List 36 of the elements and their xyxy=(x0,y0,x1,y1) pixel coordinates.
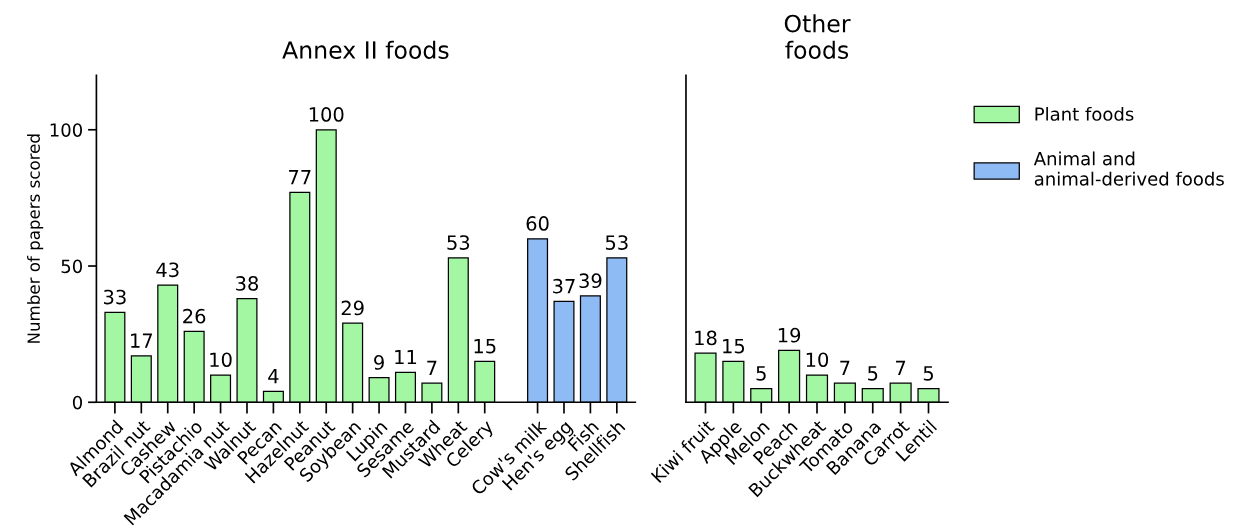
data-label: 10 xyxy=(806,352,829,368)
legend-label: Plant foods xyxy=(1035,106,1134,121)
data-label: 4 xyxy=(268,368,279,384)
y-tick-label: 0 xyxy=(72,395,83,410)
data-label: 5 xyxy=(868,366,878,381)
data-label: 100 xyxy=(309,107,344,122)
data-label: 37 xyxy=(553,278,575,294)
data-label: 11 xyxy=(395,349,417,365)
data-label: 7 xyxy=(427,360,437,375)
y-tick-label: 50 xyxy=(61,259,83,274)
data-label: 17 xyxy=(131,333,153,348)
data-label: 38 xyxy=(236,276,259,291)
data-label: 53 xyxy=(605,235,628,250)
y-tick-label: 100 xyxy=(50,123,83,137)
legend-label: Animal and animal-derived foods xyxy=(1033,151,1224,186)
data-label: 15 xyxy=(723,339,745,354)
data-label: 10 xyxy=(210,352,232,368)
chart-title: Annex II foods xyxy=(282,40,449,59)
data-label: 43 xyxy=(156,262,179,278)
data-label: 33 xyxy=(104,289,126,305)
data-label: 39 xyxy=(579,273,602,289)
data-label: 19 xyxy=(778,327,801,343)
data-label: 5 xyxy=(923,366,933,381)
data-label: 53 xyxy=(447,235,470,250)
data-label: 18 xyxy=(695,330,717,346)
data-label: 77 xyxy=(289,170,311,185)
data-label: 7 xyxy=(896,360,906,375)
data-label: 29 xyxy=(341,300,364,316)
data-label: 60 xyxy=(526,216,549,231)
data-label: 5 xyxy=(756,366,766,381)
data-label: 9 xyxy=(374,355,384,370)
data-label: 7 xyxy=(840,360,850,375)
chart-title: Other foods xyxy=(784,14,851,59)
y-axis-title: Number of papers scored xyxy=(27,134,44,343)
data-label: 15 xyxy=(474,339,496,354)
data-label: 26 xyxy=(183,308,206,324)
